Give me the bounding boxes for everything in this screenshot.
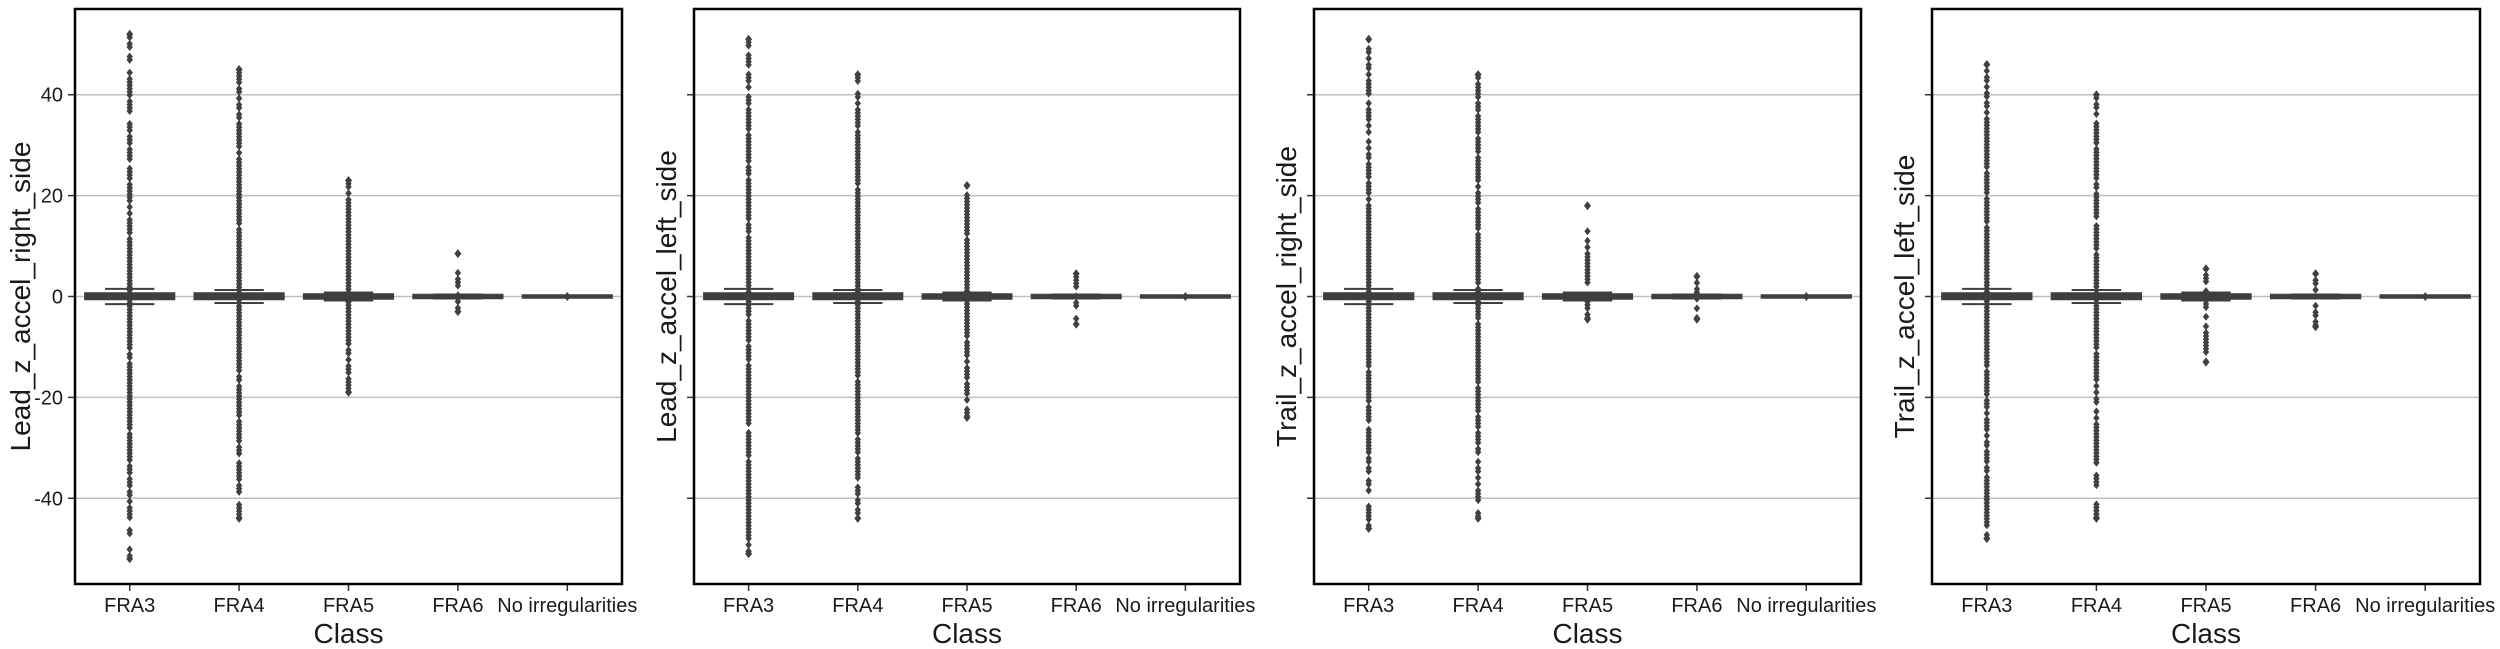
box-fra3 — [704, 35, 794, 558]
outlier-marker — [454, 249, 461, 258]
box-fra3 — [1324, 35, 1414, 533]
box-fra6 — [1652, 272, 1742, 324]
x-axis-label: Class — [1552, 618, 1622, 649]
box-fra5 — [2161, 264, 2251, 366]
y-tick-label: 0 — [52, 287, 63, 309]
box-no-irregularities — [1761, 292, 1851, 301]
x-tick-label: FRA5 — [941, 595, 992, 617]
box-fra4 — [2051, 90, 2141, 523]
y-axis-label: Trail_z_accel_right_side — [1271, 146, 1302, 447]
outlier-marker — [1365, 35, 1372, 44]
box-fra6 — [413, 249, 503, 316]
x-tick-label: No irregularities — [1736, 595, 1876, 617]
x-axis-label: Class — [2171, 618, 2241, 649]
x-tick-label: FRA6 — [432, 595, 483, 617]
outlier-marker — [1693, 272, 1700, 281]
outlier-marker — [2093, 514, 2100, 523]
x-tick-label: FRA3 — [1961, 595, 2012, 617]
outlier-marker — [236, 514, 243, 523]
panel-1: -40 -20 0 20 40 FRA3 FRA4 FRA5 FRA6 No irregulari… — [5, 9, 637, 649]
x-tick-label: FRA4 — [1453, 595, 1504, 617]
x-tick-label: FRA6 — [2290, 595, 2341, 617]
panel-2: FRA3 FRA4 FRA5 FRA6 No irregularities Class Le… — [651, 9, 1255, 649]
outlier-marker — [2312, 322, 2319, 331]
outlier-marker — [2203, 264, 2210, 273]
y-axis-label: Trail_z_accel_left_side — [1889, 155, 1920, 439]
outlier-marker — [745, 83, 751, 91]
box-fra5 — [304, 176, 394, 397]
outlier-marker — [2203, 358, 2210, 367]
x-tick-label: FRA3 — [1343, 595, 1394, 617]
outlier-marker — [1584, 201, 1591, 210]
outlier-marker — [2203, 313, 2209, 321]
y-tick-label: -20 — [34, 387, 63, 409]
x-tick-label: FRA5 — [2180, 595, 2231, 617]
outlier-marker — [2312, 286, 2318, 294]
outlier-marker — [964, 181, 971, 190]
outlier-marker — [1584, 315, 1591, 324]
y-tick-label: -40 — [34, 488, 63, 510]
x-axis-label: Class — [313, 618, 383, 649]
x-tick-label: FRA3 — [723, 595, 774, 617]
x-axis-label: Class — [932, 618, 1002, 649]
x-tick-label: FRA4 — [832, 595, 883, 617]
x-tick-label: FRA6 — [1671, 595, 1722, 617]
y-axis-label: Lead_z_accel_right_side — [5, 142, 36, 452]
outlier-marker — [2312, 269, 2319, 278]
box-fra5 — [922, 181, 1012, 422]
panel-4: FRA3 FRA4 FRA5 FRA6 No irregularities Class Tr… — [1889, 9, 2495, 649]
box-fra4 — [1433, 70, 1523, 523]
box-fra4 — [813, 70, 903, 523]
x-tick-label: FRA4 — [2071, 595, 2122, 617]
y-tick-label: 40 — [41, 85, 63, 107]
outlier-marker — [1366, 486, 1372, 494]
x-tick-label: FRA5 — [1562, 595, 1613, 617]
box-no-irregularities — [522, 292, 612, 301]
outlier-marker — [1073, 320, 1080, 329]
x-tick-label: No irregularities — [497, 595, 637, 617]
box-no-irregularities — [2380, 292, 2470, 301]
x-tick-label: FRA5 — [323, 595, 374, 617]
y-axis-label: Lead_z_accel_left_side — [651, 150, 682, 443]
outlier-marker — [854, 514, 861, 523]
outlier-marker — [1694, 304, 1700, 312]
box-fra6 — [1031, 269, 1121, 328]
x-tick-label: FRA6 — [1051, 595, 1102, 617]
outlier-marker — [1584, 227, 1590, 235]
box-fra5 — [1543, 201, 1633, 323]
y-tick-label: 20 — [41, 186, 63, 208]
box-no-irregularities — [1141, 292, 1231, 301]
panel-3: FRA3 FRA4 FRA5 FRA6 No irregularities Class Tr… — [1271, 9, 1876, 649]
x-tick-label: FRA4 — [214, 595, 265, 617]
x-tick-label: No irregularities — [1115, 595, 1255, 617]
x-tick-label: No irregularities — [2355, 595, 2495, 617]
box-fra6 — [2271, 269, 2361, 331]
outlier-marker — [964, 413, 971, 422]
outlier-marker — [2093, 110, 2099, 118]
outlier-marker — [1983, 60, 1990, 69]
box-fra3 — [85, 30, 175, 564]
outlier-marker — [1366, 128, 1372, 136]
x-tick-label: FRA3 — [104, 595, 155, 617]
box-fra3 — [1942, 60, 2032, 543]
outlier-marker — [1693, 315, 1700, 324]
box-fra4 — [194, 65, 284, 523]
